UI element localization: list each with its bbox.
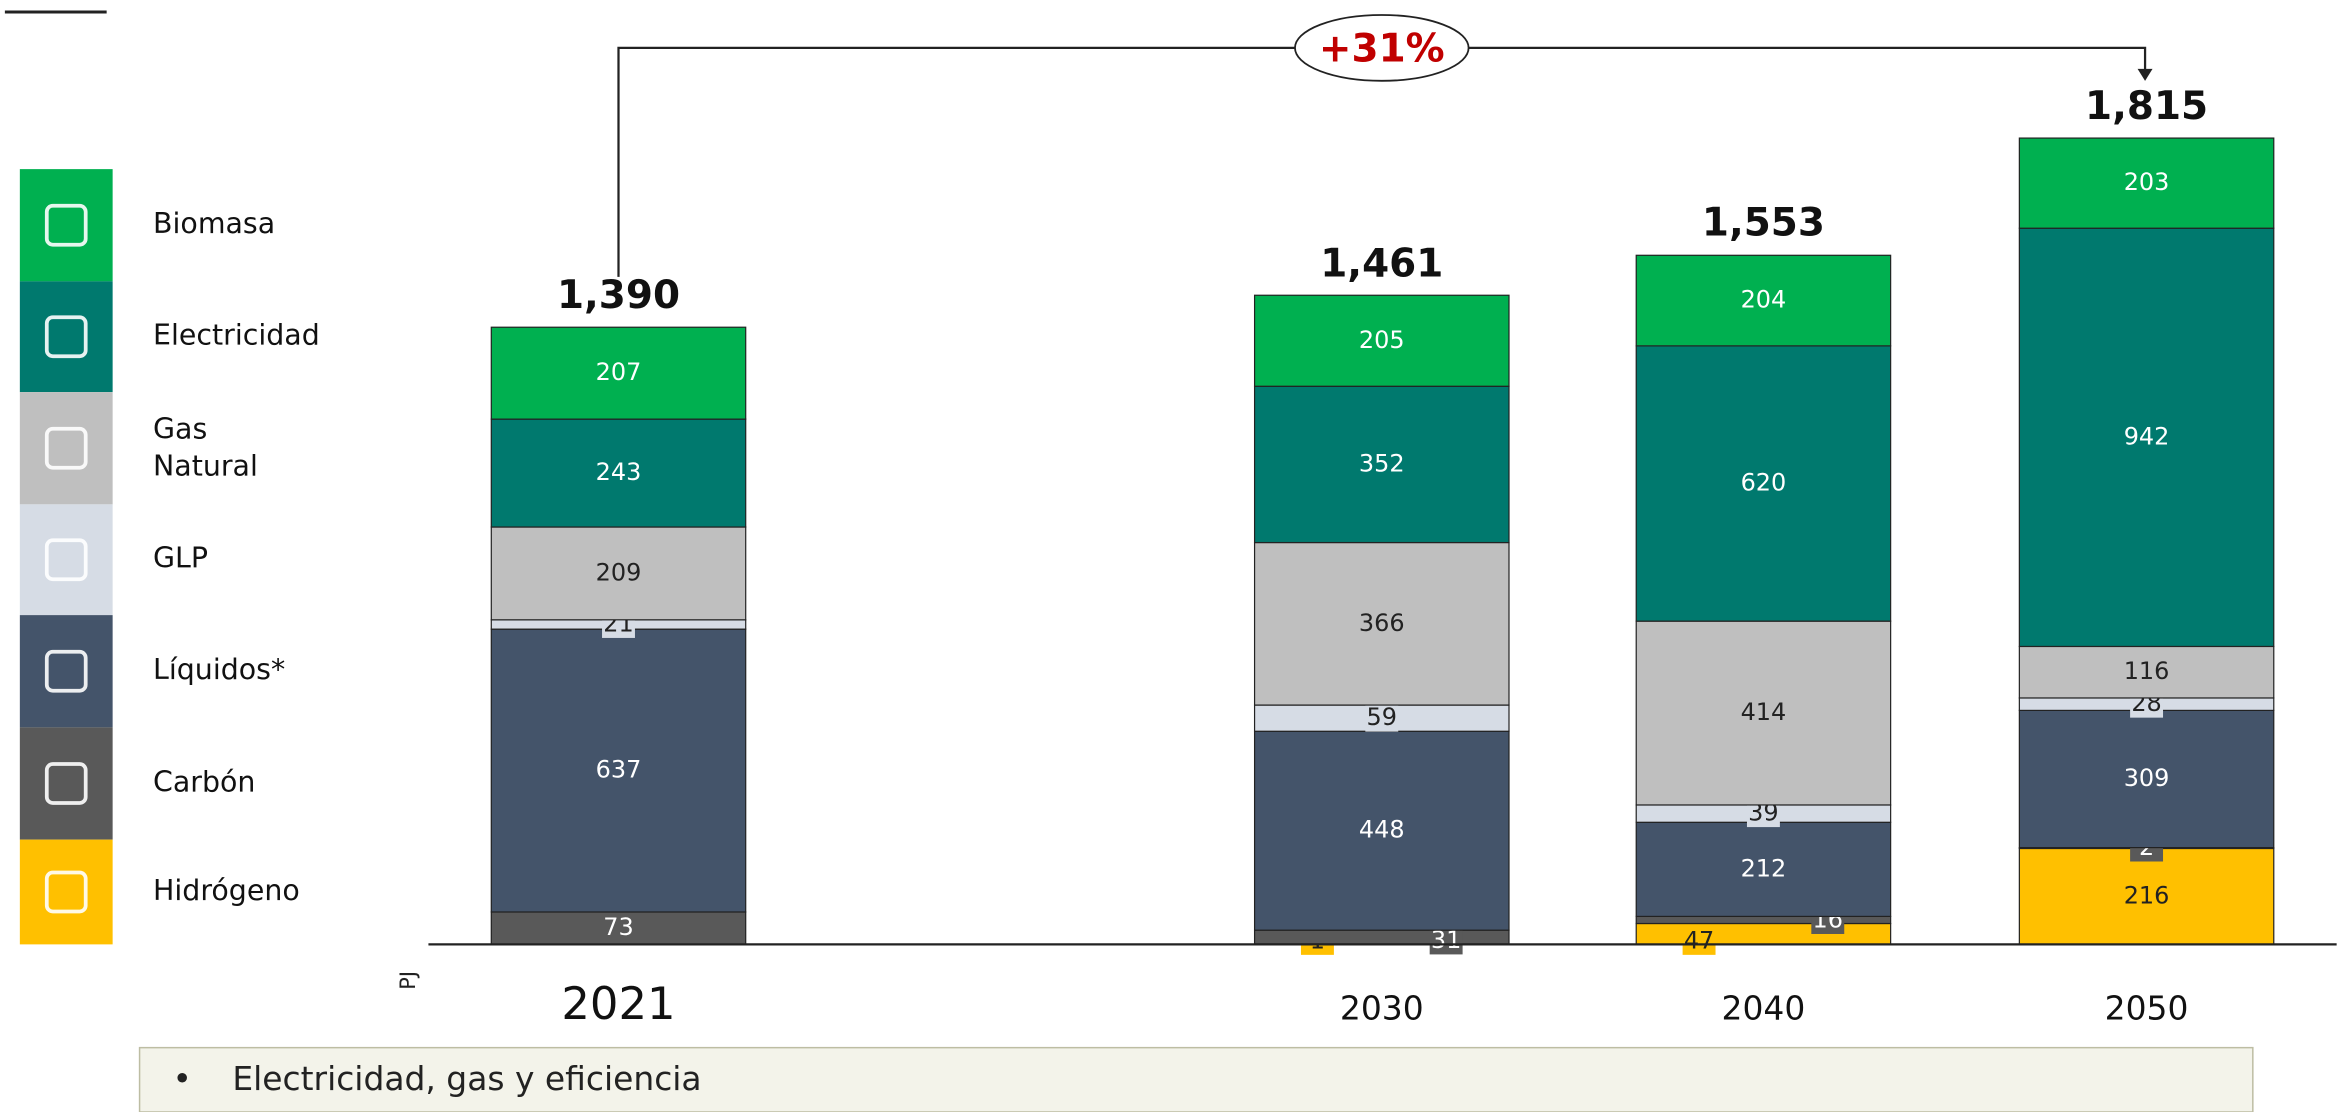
- legend-label: Carbón: [153, 765, 255, 798]
- segment-label: 620: [1741, 469, 1787, 497]
- legend-swatch: [19, 281, 113, 393]
- bar-segment: [1253, 730, 1510, 931]
- segment-label: 309: [2124, 764, 2170, 792]
- segment-label: 59: [1367, 703, 1397, 731]
- bar-segment: [1635, 915, 1892, 925]
- bar-segment: [1253, 541, 1510, 706]
- bar-segment: [1253, 385, 1510, 544]
- arrow-head: [2137, 68, 2153, 81]
- bar-segment: [1635, 922, 1892, 945]
- bar-segment: [1635, 254, 1892, 347]
- annotation: +31%: [1319, 26, 1445, 71]
- segment-label-box: [1682, 927, 1716, 955]
- total-label: 1,390: [557, 273, 680, 318]
- bar-segment: [490, 526, 747, 621]
- bar-segment: [1253, 294, 1510, 387]
- segment-label: 203: [2124, 168, 2170, 196]
- legend-swatch: [19, 392, 113, 505]
- legend-icon: [44, 649, 88, 693]
- total-label: 1,553: [1702, 200, 1825, 245]
- segment-label: 942: [2124, 422, 2170, 450]
- segment-label: 243: [596, 458, 642, 486]
- x-tick-label: 2050: [2105, 989, 2189, 1028]
- footer-text: Electricidad, gas y eficiencia: [232, 1059, 701, 1098]
- bar-segment: [490, 628, 747, 913]
- footer-box: [138, 1046, 2254, 1112]
- bar-segment: [1635, 620, 1892, 806]
- legend-icon: [44, 762, 88, 805]
- x-tick-label: 2040: [1722, 989, 1806, 1028]
- segment-label: 209: [596, 558, 642, 586]
- total-label: 1,461: [1320, 241, 1443, 286]
- annotation-ellipse: [1294, 14, 1470, 82]
- y-axis-label: PJ: [396, 971, 420, 990]
- segment-label: 116: [2124, 657, 2170, 685]
- total-label: 1,815: [2085, 84, 2208, 129]
- segment-label: 216: [2124, 881, 2170, 909]
- bar-segment: [2018, 847, 2275, 945]
- segment-label: 212: [1741, 854, 1787, 882]
- legend-label: Gas Natural: [153, 412, 258, 482]
- legend-label: Biomasa: [153, 207, 275, 240]
- segment-label: 47: [1684, 926, 1714, 954]
- bar-segment: [490, 326, 747, 420]
- legend-swatch: [19, 727, 113, 840]
- legend-swatch: [19, 504, 113, 616]
- segment-label-box: [1429, 927, 1463, 955]
- bar-segment: [2018, 227, 2275, 648]
- legend-icon: [44, 538, 88, 582]
- bullet: •: [173, 1059, 192, 1098]
- x-tick-label: 2030: [1340, 989, 1424, 1028]
- legend-label: GLP: [153, 542, 208, 575]
- segment-label-box: [1365, 704, 1399, 732]
- segment-label: 366: [1359, 609, 1405, 637]
- x-tick-label: 2021: [561, 977, 675, 1030]
- segment-label: 448: [1359, 816, 1405, 844]
- legend-swatch: [19, 169, 113, 282]
- legend-label: Líquidos*: [153, 653, 285, 686]
- bar-segment: [490, 911, 747, 945]
- bar-segment: [1253, 929, 1510, 945]
- segment-label: 414: [1741, 698, 1787, 726]
- bar-segment: [2018, 709, 2275, 849]
- segment-label: 352: [1359, 449, 1405, 477]
- bar-segment: [1635, 821, 1892, 918]
- legend-icon: [44, 426, 88, 470]
- legend-label: Electricidad: [153, 319, 320, 352]
- bar-segment: [1635, 345, 1892, 622]
- legend-label: Hidrógeno: [153, 874, 300, 907]
- segment-label: 637: [596, 756, 642, 784]
- segment-label: 204: [1741, 286, 1787, 314]
- legend-icon: [44, 315, 88, 359]
- segment-label: 205: [1359, 326, 1405, 354]
- bar-segment: [2018, 137, 2275, 229]
- legend-icon: [44, 203, 88, 247]
- segment-label: 207: [596, 358, 642, 386]
- legend-icon: [44, 870, 88, 914]
- bar-segment: [490, 418, 747, 528]
- legend-swatch: [19, 839, 113, 945]
- segment-label: 73: [603, 913, 633, 941]
- legend-swatch: [19, 615, 113, 728]
